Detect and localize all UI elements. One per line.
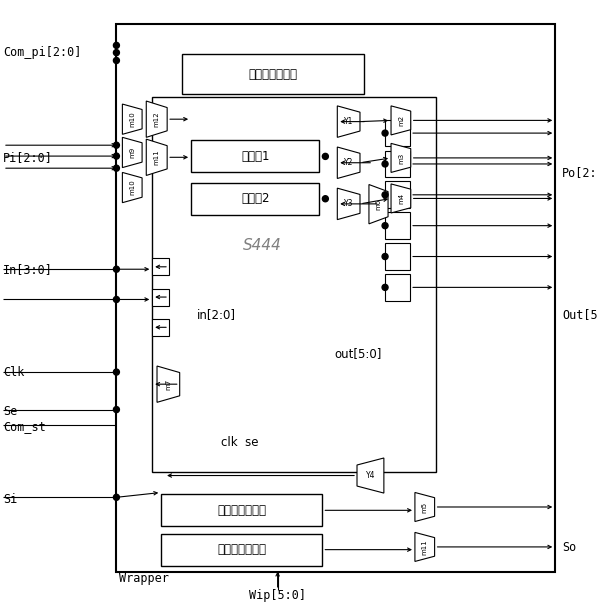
Circle shape xyxy=(113,42,119,48)
Text: Y4: Y4 xyxy=(366,471,375,480)
Text: in[2:0]: in[2:0] xyxy=(197,308,236,321)
Circle shape xyxy=(113,142,119,148)
Polygon shape xyxy=(146,101,167,137)
Text: m10: m10 xyxy=(129,111,136,127)
Text: 并行旁路寄存器: 并行旁路寄存器 xyxy=(248,68,298,80)
Polygon shape xyxy=(122,104,142,134)
Text: Y3: Y3 xyxy=(344,200,353,208)
Text: Po[2:0]: Po[2:0] xyxy=(562,166,597,179)
Text: m5: m5 xyxy=(421,502,428,512)
Circle shape xyxy=(382,284,388,290)
Circle shape xyxy=(113,296,119,302)
Polygon shape xyxy=(357,458,384,493)
Text: m3: m3 xyxy=(398,152,404,163)
Text: Si: Si xyxy=(3,492,17,506)
Text: So: So xyxy=(562,541,577,554)
Polygon shape xyxy=(337,188,360,220)
Text: clk  se: clk se xyxy=(221,436,259,450)
Circle shape xyxy=(382,223,388,229)
Circle shape xyxy=(382,253,388,260)
Text: m6: m6 xyxy=(376,198,381,210)
FancyBboxPatch shape xyxy=(152,97,436,472)
Text: m7: m7 xyxy=(165,379,171,390)
Text: Pi[2:0]: Pi[2:0] xyxy=(3,151,53,164)
Text: Y1: Y1 xyxy=(344,117,353,126)
Text: m11: m11 xyxy=(421,539,428,555)
Polygon shape xyxy=(157,366,180,402)
Text: 串行旁路寄存器: 串行旁路寄存器 xyxy=(217,504,266,517)
Text: m2: m2 xyxy=(398,115,404,126)
Circle shape xyxy=(113,50,119,56)
Text: out[5:0]: out[5:0] xyxy=(334,347,381,361)
FancyBboxPatch shape xyxy=(191,183,319,215)
Polygon shape xyxy=(369,185,388,224)
Circle shape xyxy=(113,153,119,159)
Polygon shape xyxy=(391,106,411,135)
FancyBboxPatch shape xyxy=(182,54,364,94)
Circle shape xyxy=(322,196,328,202)
Text: 扫描链1: 扫描链1 xyxy=(241,150,269,163)
FancyBboxPatch shape xyxy=(152,258,169,275)
Polygon shape xyxy=(122,172,142,203)
FancyBboxPatch shape xyxy=(385,212,410,239)
FancyBboxPatch shape xyxy=(152,319,169,336)
Text: Com_st: Com_st xyxy=(3,420,46,433)
Polygon shape xyxy=(337,106,360,137)
Text: Com_pi[2:0]: Com_pi[2:0] xyxy=(3,46,81,59)
FancyBboxPatch shape xyxy=(116,24,555,572)
Circle shape xyxy=(113,407,119,413)
FancyBboxPatch shape xyxy=(385,243,410,270)
Text: Out[5:0]: Out[5:0] xyxy=(562,308,597,321)
Text: m11: m11 xyxy=(153,149,160,165)
Circle shape xyxy=(113,57,119,64)
Text: In[3:0]: In[3:0] xyxy=(3,263,53,276)
Text: Se: Se xyxy=(3,405,17,418)
Circle shape xyxy=(113,266,119,272)
Circle shape xyxy=(113,494,119,500)
Text: Clk: Clk xyxy=(3,365,24,379)
Polygon shape xyxy=(415,532,435,561)
Circle shape xyxy=(113,165,119,171)
FancyBboxPatch shape xyxy=(191,140,319,172)
Text: Wip[5:0]: Wip[5:0] xyxy=(249,589,306,601)
Polygon shape xyxy=(122,137,142,168)
Text: S444: S444 xyxy=(243,238,282,252)
Text: Wrapper: Wrapper xyxy=(119,572,170,586)
Text: 扫描链2: 扫描链2 xyxy=(241,192,269,205)
Polygon shape xyxy=(146,139,167,175)
Text: 测试控制寄存器: 测试控制寄存器 xyxy=(217,543,266,556)
FancyBboxPatch shape xyxy=(161,534,322,566)
Circle shape xyxy=(322,154,328,160)
FancyBboxPatch shape xyxy=(385,274,410,301)
Text: m10: m10 xyxy=(129,180,136,195)
FancyBboxPatch shape xyxy=(152,289,169,306)
FancyBboxPatch shape xyxy=(161,494,322,526)
FancyBboxPatch shape xyxy=(385,151,410,177)
Text: m12: m12 xyxy=(153,111,160,127)
Text: m4: m4 xyxy=(398,193,404,204)
Circle shape xyxy=(382,192,388,198)
Polygon shape xyxy=(337,147,360,178)
Polygon shape xyxy=(391,143,411,172)
FancyBboxPatch shape xyxy=(385,182,410,208)
Text: m9: m9 xyxy=(129,147,136,158)
Polygon shape xyxy=(415,492,435,522)
Circle shape xyxy=(382,161,388,167)
Circle shape xyxy=(382,130,388,136)
FancyBboxPatch shape xyxy=(385,120,410,146)
Text: Y2: Y2 xyxy=(344,159,353,167)
Polygon shape xyxy=(391,184,411,213)
Circle shape xyxy=(113,369,119,375)
